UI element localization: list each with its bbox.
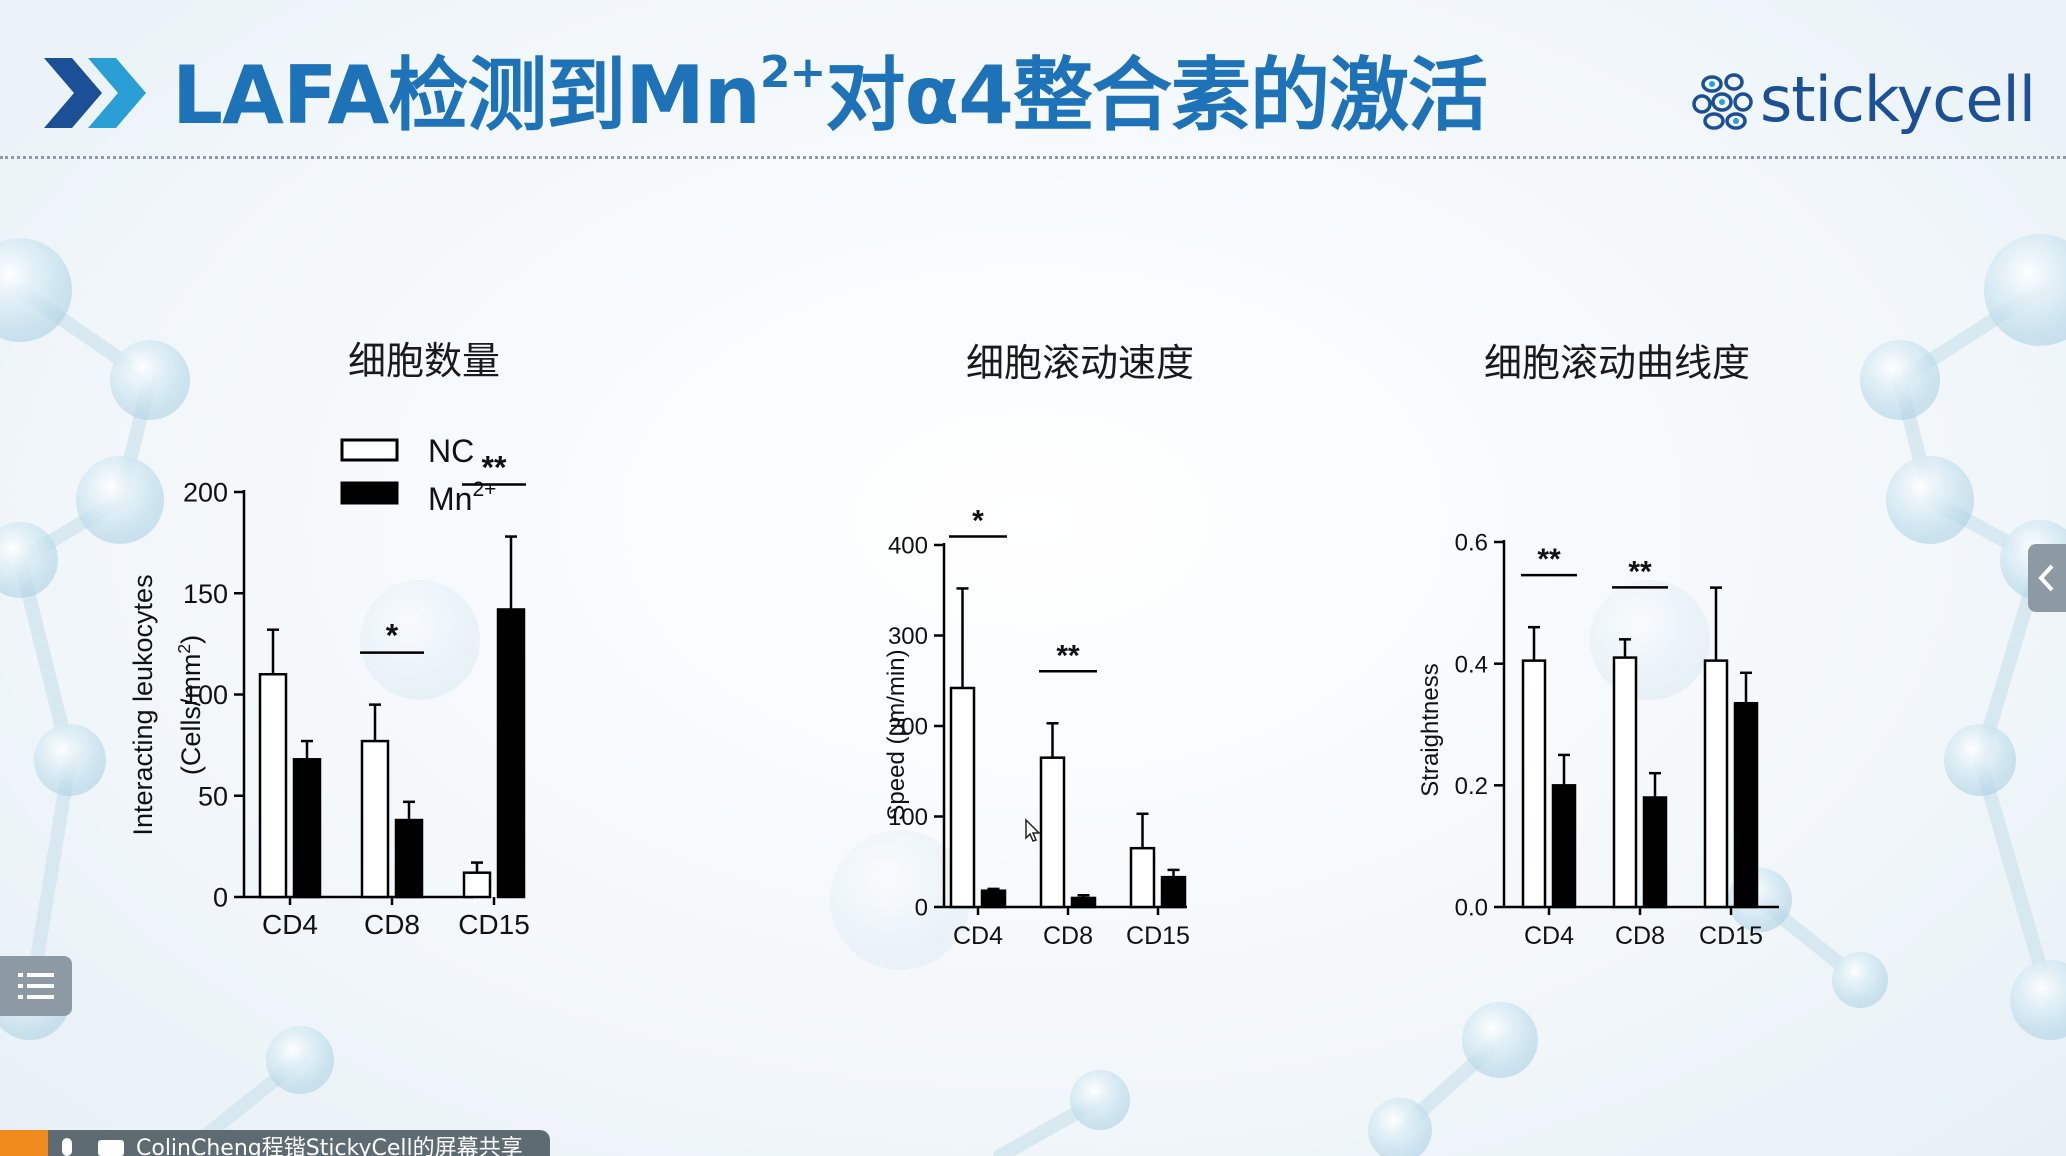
y-tick-label: 300 <box>888 623 928 650</box>
y-tick-label: 0.0 <box>1455 895 1488 922</box>
y-tick-label: 100 <box>888 804 928 831</box>
y-axis-units-close: ) <box>176 635 206 644</box>
y-axis-label: Interacting leukocytes <box>128 574 158 835</box>
significance-marker-cd4: * <box>972 504 984 537</box>
y-tick-label: 50 <box>198 781 228 811</box>
y-axis-label: Straightness <box>1417 663 1444 796</box>
cell-count-plot: 0 50 100 150 200 Interacting leukocytes (Cells… <box>128 450 530 940</box>
bar-mn-cd8 <box>1642 796 1668 909</box>
y-tick-label: 0.2 <box>1455 773 1488 800</box>
panel-title-count: 细胞数量 <box>348 339 501 383</box>
x-tick-label-cd8: CD8 <box>1043 922 1093 950</box>
y-tick-label: 200 <box>183 478 228 508</box>
bar-mn-cd4 <box>292 758 322 899</box>
list-icon <box>18 973 54 999</box>
bar-mn-cd15 <box>1160 875 1187 909</box>
cell-count-chart: NC Mn2+ 0 50 100 150 200 Interacting leukocyt… <box>128 433 530 940</box>
bar-mn-cd15 <box>496 608 526 899</box>
mouse-cursor-icon <box>1025 818 1041 842</box>
x-tick-label-cd4: CD4 <box>1524 922 1574 950</box>
bar-mn-cd8 <box>1070 896 1097 909</box>
y-tick-label: 150 <box>183 579 228 609</box>
x-tick-label-cd4: CD4 <box>262 909 318 940</box>
bar-mn-cd8 <box>394 818 424 899</box>
slide-title-superscript: 2+ <box>759 47 826 98</box>
rolling-speed-chart: 0 100 200 300 400 Speed (µm/min) CD4 * CD8 ** CD15 <box>883 504 1190 950</box>
slide-menu-button[interactable] <box>0 956 72 1016</box>
cell-cluster-icon <box>1692 73 1753 130</box>
screen-share-label: ColinCheng程锴StickyCell的屏幕共享 <box>136 1136 523 1156</box>
y-tick-label: 100 <box>183 680 228 710</box>
slide-title-main: LAFA检测到Mn <box>172 49 761 142</box>
stickycell-logo: stickycell <box>1692 60 2036 140</box>
significance-marker-cd8: * <box>386 618 399 654</box>
bar-nc-cd8 <box>1612 656 1638 909</box>
x-tick-label-cd8: CD8 <box>364 909 420 940</box>
x-tick-label-cd8: CD8 <box>1615 922 1665 950</box>
side-panel-toggle[interactable] <box>2028 544 2066 612</box>
y-axis-units-text: (Cells/mm <box>176 654 206 776</box>
bar-nc-cd15 <box>1703 659 1729 909</box>
bar-nc-cd15 <box>462 871 492 899</box>
slide-title: LAFA检测到Mn2+对α4整合素的激活 <box>172 46 1488 146</box>
bar-mn-cd4 <box>1551 784 1577 909</box>
y-tick-label: 400 <box>888 533 928 560</box>
panel-title-speed: 细胞滚动速度 <box>966 341 1195 385</box>
bar-nc-cd8 <box>360 739 390 899</box>
legend-label-nc: NC <box>428 433 474 469</box>
legend-swatch-nc <box>340 438 399 462</box>
significance-marker-cd15: ** <box>482 450 507 486</box>
x-tick-label-cd4: CD4 <box>953 922 1003 950</box>
chevron-arrows-icon <box>44 58 146 128</box>
slide-title-rest: 对α4整合素的激活 <box>825 49 1488 142</box>
legend-label-mn-base: Mn <box>428 481 472 517</box>
legend-swatch-mn <box>340 481 399 505</box>
header-divider <box>0 156 2066 159</box>
x-tick-label-cd15: CD15 <box>458 909 530 940</box>
bar-nc-cd4 <box>1521 659 1547 909</box>
bar-nc-cd4 <box>949 686 976 909</box>
bar-nc-cd4 <box>258 673 288 899</box>
bar-nc-cd8 <box>1039 756 1066 909</box>
chevron-left-icon <box>2038 564 2054 592</box>
significance-marker-cd8: ** <box>1056 639 1080 672</box>
screen-share-bar[interactable]: ColinCheng程锴StickyCell的屏幕共享 <box>0 1130 550 1156</box>
y-tick-label: 0.6 <box>1455 530 1488 557</box>
logo-wordmark: stickycell <box>1760 63 2036 136</box>
y-tick-label: 0 <box>915 895 928 922</box>
share-user-icon <box>0 1130 48 1156</box>
bar-mn-cd4 <box>980 889 1007 909</box>
x-tick-label-cd15: CD15 <box>1126 922 1190 950</box>
slide-header: LAFA检测到Mn2+对α4整合素的激活 stickyce <box>0 0 2066 160</box>
bar-nc-cd15 <box>1129 846 1156 909</box>
rolling-speed-plot: 0 100 200 300 400 Speed (µm/min) CD4 * CD8 ** CD15 <box>883 504 1190 950</box>
significance-marker-cd4: ** <box>1537 543 1561 576</box>
y-tick-label: 200 <box>888 714 928 741</box>
screen-share-icon[interactable] <box>98 1140 124 1156</box>
y-tick-label: 0.4 <box>1455 651 1488 678</box>
straightness-plot: 0.0 0.2 0.4 0.6 Straightness CD4 ** CD8 ** CD15 <box>1417 530 1779 950</box>
chart-legend: NC Mn2+ <box>340 433 496 517</box>
y-axis-label-units: (Cells/mm2) <box>174 635 206 775</box>
straightness-chart: 0.0 0.2 0.4 0.6 Straightness CD4 ** CD8 ** CD15 <box>1417 530 1779 950</box>
microphone-icon[interactable] <box>62 1138 72 1156</box>
y-axis-label: Speed (µm/min) <box>883 649 910 820</box>
x-tick-label-cd15: CD15 <box>1699 922 1763 950</box>
y-tick-label: 0 <box>213 883 228 913</box>
y-axis-units-sup: 2 <box>174 644 194 654</box>
significance-marker-cd8: ** <box>1628 555 1652 588</box>
bar-mn-cd15 <box>1733 701 1759 909</box>
panel-title-straightness: 细胞滚动曲线度 <box>1484 341 1751 385</box>
